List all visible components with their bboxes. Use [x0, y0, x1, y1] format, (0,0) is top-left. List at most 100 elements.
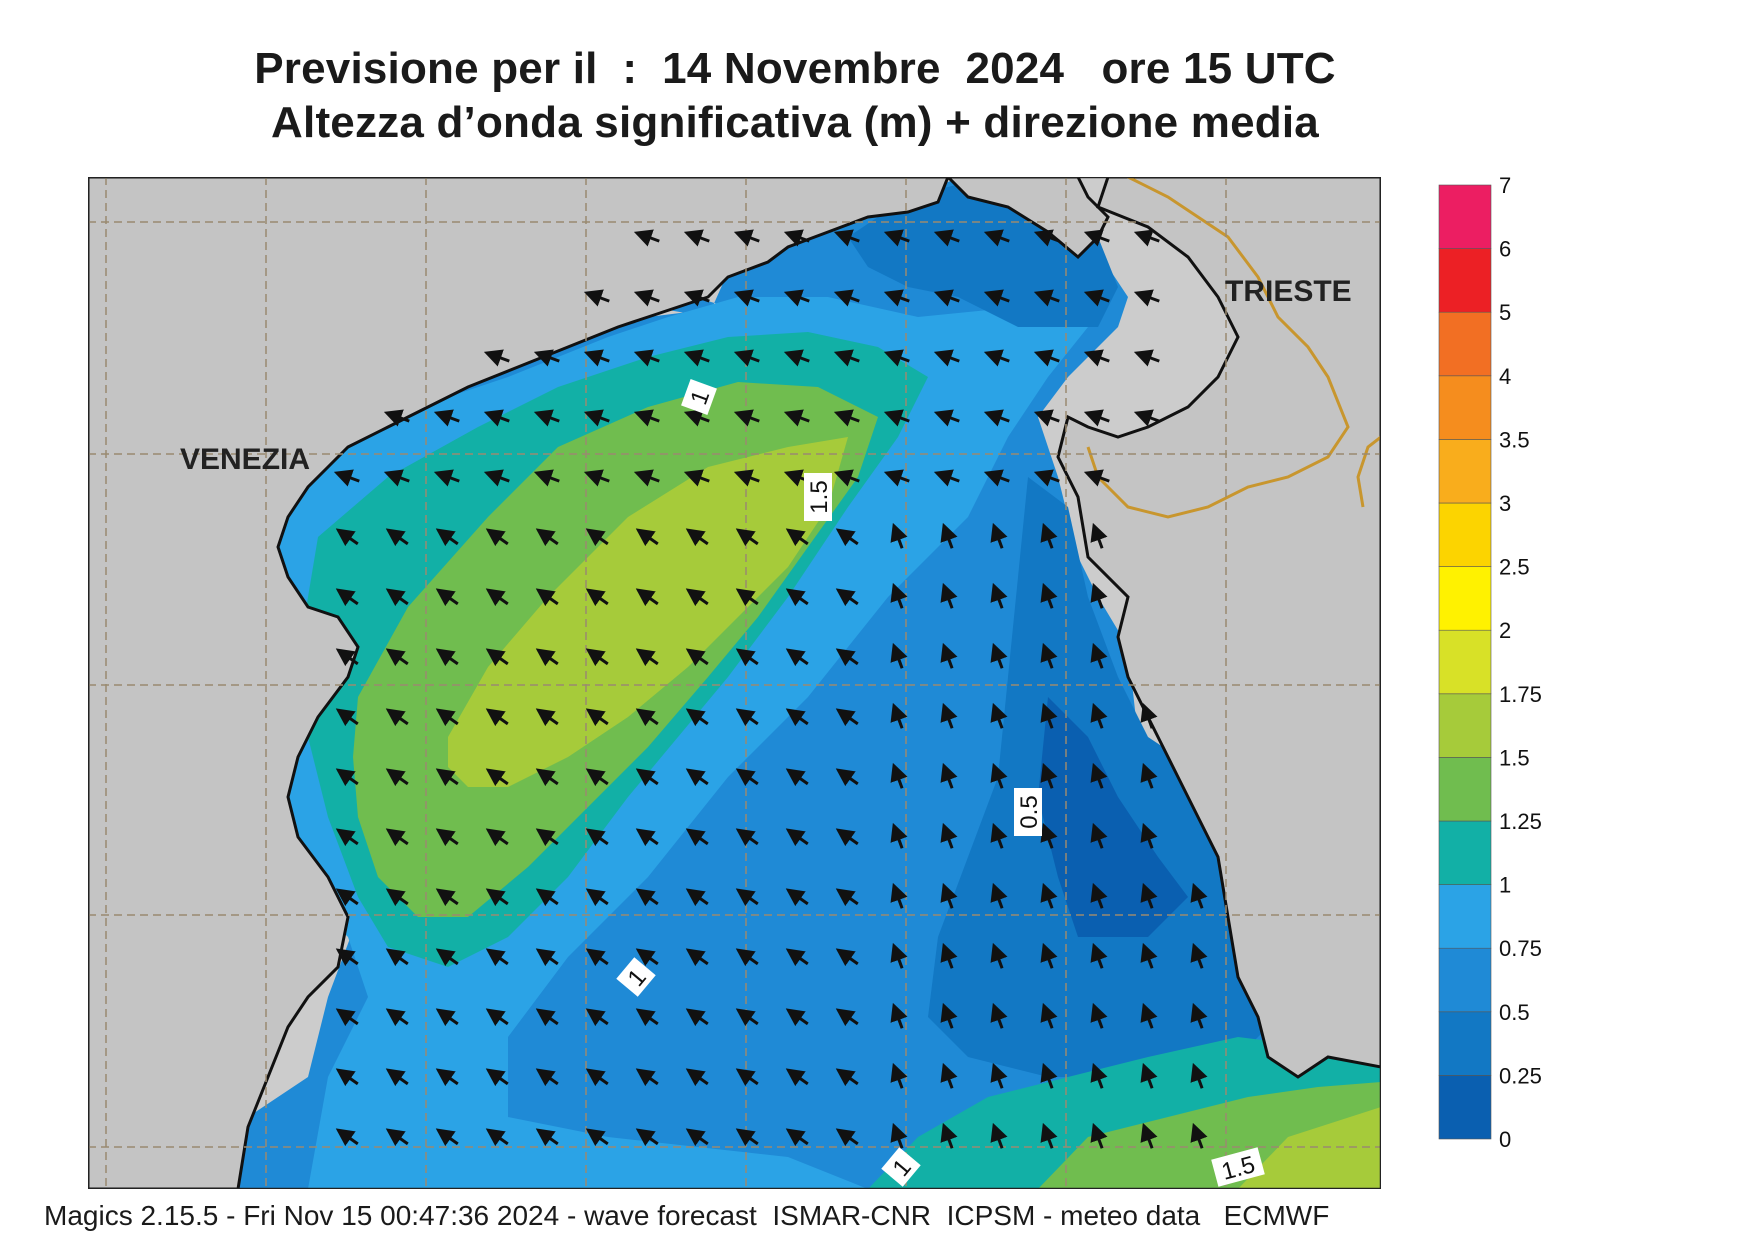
- wave-direction-arrow: [1090, 942, 1108, 969]
- wave-direction-arrow: [940, 1062, 958, 1089]
- wave-direction-arrow: [1190, 1122, 1208, 1149]
- legend-swatch: [1438, 757, 1492, 822]
- wave-direction-arrow: [733, 229, 760, 247]
- wave-direction-arrow: [383, 469, 410, 487]
- wave-direction-arrow: [1040, 822, 1058, 849]
- wave-direction-arrow: [485, 1068, 509, 1087]
- wave-direction-arrow: [835, 528, 859, 547]
- wave-direction-arrow: [940, 642, 958, 669]
- wave-direction-arrow: [535, 828, 559, 847]
- legend-swatch: [1438, 502, 1492, 567]
- wave-direction-arrow: [335, 588, 359, 607]
- wave-direction-arrow: [783, 349, 810, 367]
- wave-direction-arrow: [633, 469, 660, 487]
- wave-direction-arrow: [933, 409, 960, 427]
- wave-direction-arrow: [333, 469, 360, 487]
- wave-direction-arrow: [435, 1128, 459, 1147]
- trieste-land: [945, 177, 1110, 260]
- title-line-1: Previsione per il : 14 Novembre 2024 ore…: [254, 44, 1336, 93]
- wave-direction-arrow: [1040, 522, 1058, 549]
- wave-direction-arrow: [835, 768, 859, 787]
- wave-direction-arrow: [583, 349, 610, 367]
- wave-direction-arrow: [533, 469, 560, 487]
- wave-direction-arrow: [735, 528, 759, 547]
- wave-direction-arrow: [783, 289, 810, 307]
- wave-direction-arrow: [585, 828, 609, 847]
- wave-direction-arrow: [835, 1008, 859, 1027]
- wave-direction-arrow: [1090, 1062, 1108, 1089]
- wave-direction-arrow: [1090, 1122, 1108, 1149]
- legend-tick-label: 5: [1499, 300, 1511, 325]
- wave-direction-arrow: [535, 588, 559, 607]
- wave-direction-arrow: [585, 948, 609, 967]
- wave-direction-arrow: [933, 229, 960, 247]
- wave-direction-arrow: [435, 528, 459, 547]
- national-border: [1086, 177, 1381, 519]
- wave-direction-arrow: [1090, 882, 1108, 909]
- legend-tick-label: 7: [1499, 177, 1511, 198]
- wave-direction-arrow: [1140, 822, 1158, 849]
- wave-direction-arrow: [883, 349, 910, 367]
- wave-direction-arrow: [890, 1002, 908, 1029]
- wave-direction-arrow: [1133, 289, 1160, 307]
- legend-tick-label: 1.25: [1499, 809, 1542, 834]
- wave-direction-arrow: [685, 588, 709, 607]
- wave-direction-arrow: [785, 948, 809, 967]
- wave-direction-arrow: [433, 409, 460, 427]
- wave-direction-arrow: [435, 828, 459, 847]
- wave-direction-arrow: [585, 1008, 609, 1027]
- wave-direction-arrow: [1083, 289, 1110, 307]
- wave-direction-arrow: [335, 1068, 359, 1087]
- wave-direction-arrow: [883, 409, 910, 427]
- wave-direction-arrow: [1140, 762, 1158, 789]
- wave-direction-arrow: [785, 768, 809, 787]
- wave-direction-arrow: [535, 1128, 559, 1147]
- wave-direction-arrow: [940, 762, 958, 789]
- wave-direction-arrow: [385, 1128, 409, 1147]
- wave-direction-arrow: [585, 888, 609, 907]
- wave-direction-arrow: [785, 1068, 809, 1087]
- wave-direction-arrow: [485, 1128, 509, 1147]
- legend-swatch: [1438, 884, 1492, 949]
- wave-direction-arrow: [635, 1128, 659, 1147]
- venice-lagoon-land: [88, 177, 950, 1189]
- contour-label: 1: [681, 379, 717, 415]
- legend-swatch: [1438, 1011, 1492, 1076]
- wave-direction-arrow: [785, 1008, 809, 1027]
- wave-direction-arrow: [733, 469, 760, 487]
- wave-direction-arrow: [835, 648, 859, 667]
- wave-direction-arrow: [385, 528, 409, 547]
- wave-direction-arrow: [335, 1128, 359, 1147]
- wave-direction-arrow: [583, 289, 610, 307]
- wave-direction-arrow: [635, 768, 659, 787]
- wave-direction-arrow: [385, 1068, 409, 1087]
- graticule: [88, 177, 1381, 1189]
- wave-direction-arrow: [535, 648, 559, 667]
- wave-direction-arrow: [483, 409, 510, 427]
- wave-direction-arrow: [1140, 1122, 1158, 1149]
- wave-direction-arrow: [1090, 582, 1108, 609]
- wave-direction-arrow: [1140, 1002, 1158, 1029]
- wave-direction-arrow: [335, 708, 359, 727]
- wave-direction-arrow: [940, 1002, 958, 1029]
- legend-swatch: [1438, 1075, 1492, 1140]
- wave-direction-arrow: [1133, 229, 1160, 247]
- legend-tick-label: 0.25: [1499, 1063, 1542, 1088]
- wave-direction-arrow: [1040, 1062, 1058, 1089]
- wave-direction-arrow: [883, 469, 910, 487]
- wave-direction-arrow: [685, 768, 709, 787]
- wave-direction-arrow: [890, 522, 908, 549]
- wave-direction-arrow: [685, 1008, 709, 1027]
- wave-direction-arrow: [990, 1062, 1008, 1089]
- wave-direction-arrow: [485, 708, 509, 727]
- wave-direction-arrow: [933, 469, 960, 487]
- wave-direction-arrow: [685, 1128, 709, 1147]
- wave-direction-arrow: [785, 708, 809, 727]
- wave-direction-arrow: [1190, 1002, 1208, 1029]
- legend-tick-label: 1.5: [1499, 745, 1530, 770]
- contour-label: 0.5: [1014, 788, 1043, 836]
- wave-direction-arrow: [1190, 882, 1208, 909]
- wave-direction-arrow: [1040, 1002, 1058, 1029]
- wave-direction-arrow: [383, 409, 410, 427]
- wave-direction-arrow: [335, 648, 359, 667]
